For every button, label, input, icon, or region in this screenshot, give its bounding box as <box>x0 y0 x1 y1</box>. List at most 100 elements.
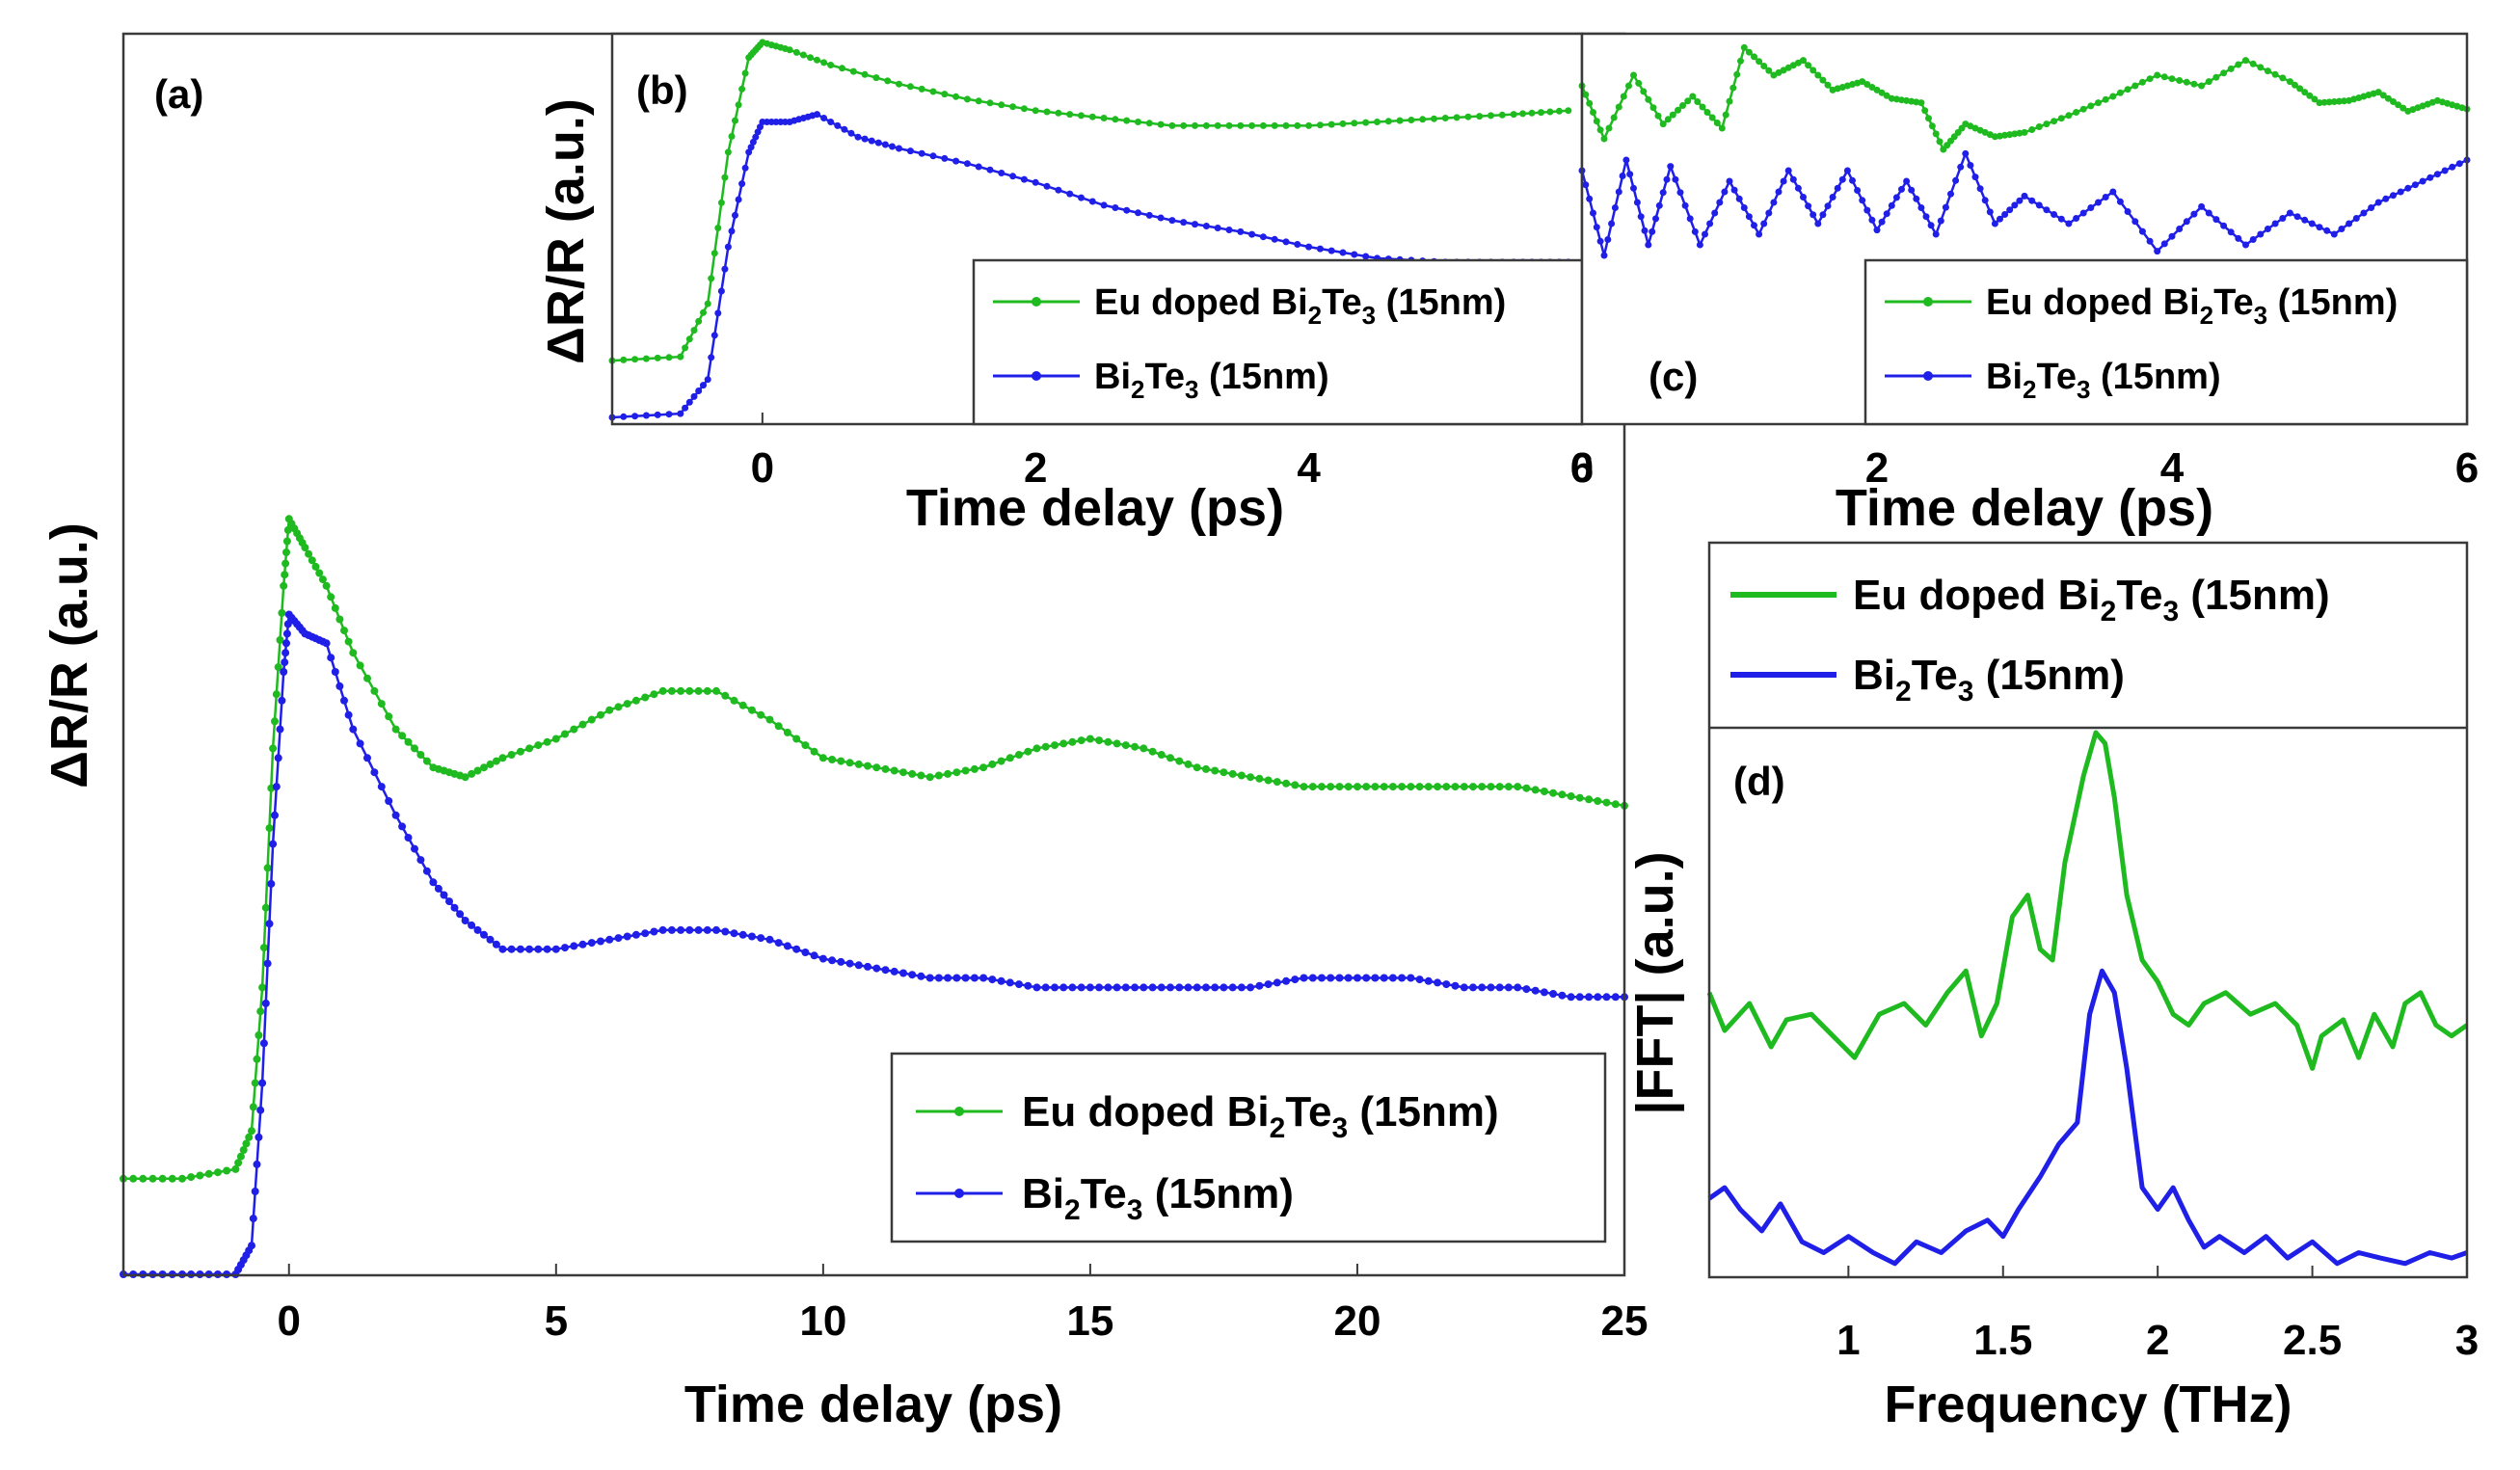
panel-a-point-bi <box>1522 985 1531 994</box>
panel-b-point-eu <box>1157 120 1165 128</box>
panel-b-point-eu <box>1476 113 1484 120</box>
panel-a-point-bi <box>934 974 943 982</box>
panel-c-point-bi <box>1873 227 1881 234</box>
panel-a-point-bi <box>1380 974 1388 982</box>
panel-b-point-eu <box>786 46 793 54</box>
panel-a-point-bi <box>271 811 279 819</box>
panel-a-point-eu <box>1148 747 1157 756</box>
panel-c-point-eu <box>2286 78 2293 86</box>
panel-a-point-bi <box>1602 993 1611 1002</box>
panel-c-point-bi <box>1814 220 1822 227</box>
panel-b-point-eu <box>952 93 960 100</box>
panel-c-point-eu <box>1625 82 1632 90</box>
panel-c-point-bi <box>1696 241 1703 249</box>
panel-a-point-bi <box>473 925 482 934</box>
panel-a-point-eu <box>516 747 524 756</box>
panel-c-point-bi <box>2168 232 2176 240</box>
panel-a-point-bi <box>1291 976 1300 984</box>
panel-a-point-eu <box>774 722 783 731</box>
panel-a-point-bi <box>322 639 331 648</box>
panel-c-point-eu <box>2095 99 2102 107</box>
panel-c-point-eu <box>1925 115 1932 122</box>
panel-c-point-bi <box>2419 177 2426 185</box>
panel-c-point-eu <box>2079 105 2087 113</box>
panel-c-point-eu <box>2057 115 2065 122</box>
panel-a-point-bi <box>486 935 495 944</box>
panel-a-point-bi <box>259 1039 268 1048</box>
panel-a-point-eu <box>925 773 934 782</box>
panel-c-point-bi <box>2001 211 2009 218</box>
panel-a-point-eu <box>1247 773 1255 782</box>
panel-b-point-eu <box>1538 109 1544 117</box>
panel-a-point-bi <box>1264 980 1273 989</box>
panel-c-point-bi <box>1834 184 1841 192</box>
panel-a-point-eu <box>248 1127 255 1136</box>
panel-a-point-bi <box>534 945 543 953</box>
panel-a-point-bi <box>1487 983 1495 992</box>
panel-c-point-bi <box>2016 197 2024 204</box>
panel-a-point-eu <box>204 1169 213 1178</box>
panel-b-xticks: 0 2 4 6 <box>751 413 1594 492</box>
panel-b-point-eu <box>849 67 857 75</box>
panel-b-point-bi <box>738 180 746 188</box>
panel-a-point-eu <box>837 757 845 765</box>
panel-c-point-eu <box>1605 124 1613 132</box>
panel-c-point-bi <box>1937 217 1944 225</box>
panel-a-point-bi <box>327 654 335 662</box>
panel-b-point-eu <box>1145 120 1153 127</box>
panel-a-point-bi <box>1549 990 1558 998</box>
panel-b-legend-marker-eu <box>1032 297 1041 307</box>
panel-c-point-bi <box>1986 208 1994 216</box>
panel-c-point-bi <box>1637 213 1645 221</box>
panel-b-point-eu <box>1088 113 1096 120</box>
panel-a-point-bi <box>1202 983 1210 992</box>
panel-b-point-bi <box>1066 190 1074 198</box>
panel-a-point-bi <box>461 917 469 924</box>
panel-b-point-eu <box>1327 120 1335 128</box>
panel-c-point-bi <box>1760 220 1768 227</box>
panel-a-point-eu <box>1273 778 1281 787</box>
panel-c-point-bi <box>1775 188 1783 196</box>
panel-c-point-bi <box>2183 218 2190 226</box>
panel-c-point-eu <box>2138 78 2146 86</box>
panel-a-point-eu <box>1184 760 1193 768</box>
panel-a-point-eu <box>239 1146 248 1154</box>
panel-a-point-eu <box>1504 783 1513 791</box>
panel-b-point-eu <box>654 354 661 361</box>
panel-c-point-bi <box>1942 203 1949 211</box>
panel-a-point-bi <box>837 957 845 966</box>
panel-c-point-bi <box>2212 216 2220 224</box>
panel-c-point-bi <box>1630 184 1637 192</box>
panel-a-legend-entry-bi: Bi2Te3 (15nm) <box>916 1170 1294 1226</box>
panel-b-point-eu <box>1419 116 1427 123</box>
panel-a-point-eu <box>1005 754 1014 762</box>
panel-c-point-eu <box>2035 123 2043 130</box>
panel-a-point-eu <box>1487 783 1495 791</box>
panel-c-point-bi <box>1652 215 1659 223</box>
panel-a-point-bi <box>543 945 551 953</box>
panel-a-point-eu <box>730 696 738 705</box>
panel-c-point-eu <box>1645 95 1652 103</box>
panel-c-point-eu <box>1596 126 1604 134</box>
panel-a-point-bi <box>450 903 459 912</box>
panel-d-legend-label-eu: Eu doped Bi2Te3 (15nm) <box>1853 572 2330 628</box>
panel-c-point-eu <box>1928 122 1936 130</box>
panel-a-point-eu <box>1460 783 1468 791</box>
panel-c-point-eu <box>2395 101 2402 109</box>
panel-a-point-eu <box>614 703 623 711</box>
panel-c-point-eu <box>2190 80 2198 88</box>
panel-c-point-bi <box>1805 202 1812 210</box>
panel-d-xtick-label: 2.5 <box>2283 1317 2342 1364</box>
panel-b-point-bi <box>732 211 738 219</box>
panel-a-point-bi <box>1228 983 1237 992</box>
panel-c-point-eu <box>1640 88 1648 95</box>
panel-a-point-eu <box>864 762 871 770</box>
panel-b-point-eu <box>1055 109 1062 117</box>
panel-b-point-eu <box>1453 114 1461 121</box>
panel-b-point-bi <box>986 166 994 174</box>
panel-c-point-bi <box>2220 222 2228 229</box>
panel-b-point-bi <box>820 115 828 121</box>
panel-a-point-bi <box>468 921 476 929</box>
panel-b-point-bi <box>620 413 628 420</box>
panel-a: 0 5 10 15 20 25 (a) Time delay (ps) ΔR/R (a.u… <box>40 32 1648 1433</box>
